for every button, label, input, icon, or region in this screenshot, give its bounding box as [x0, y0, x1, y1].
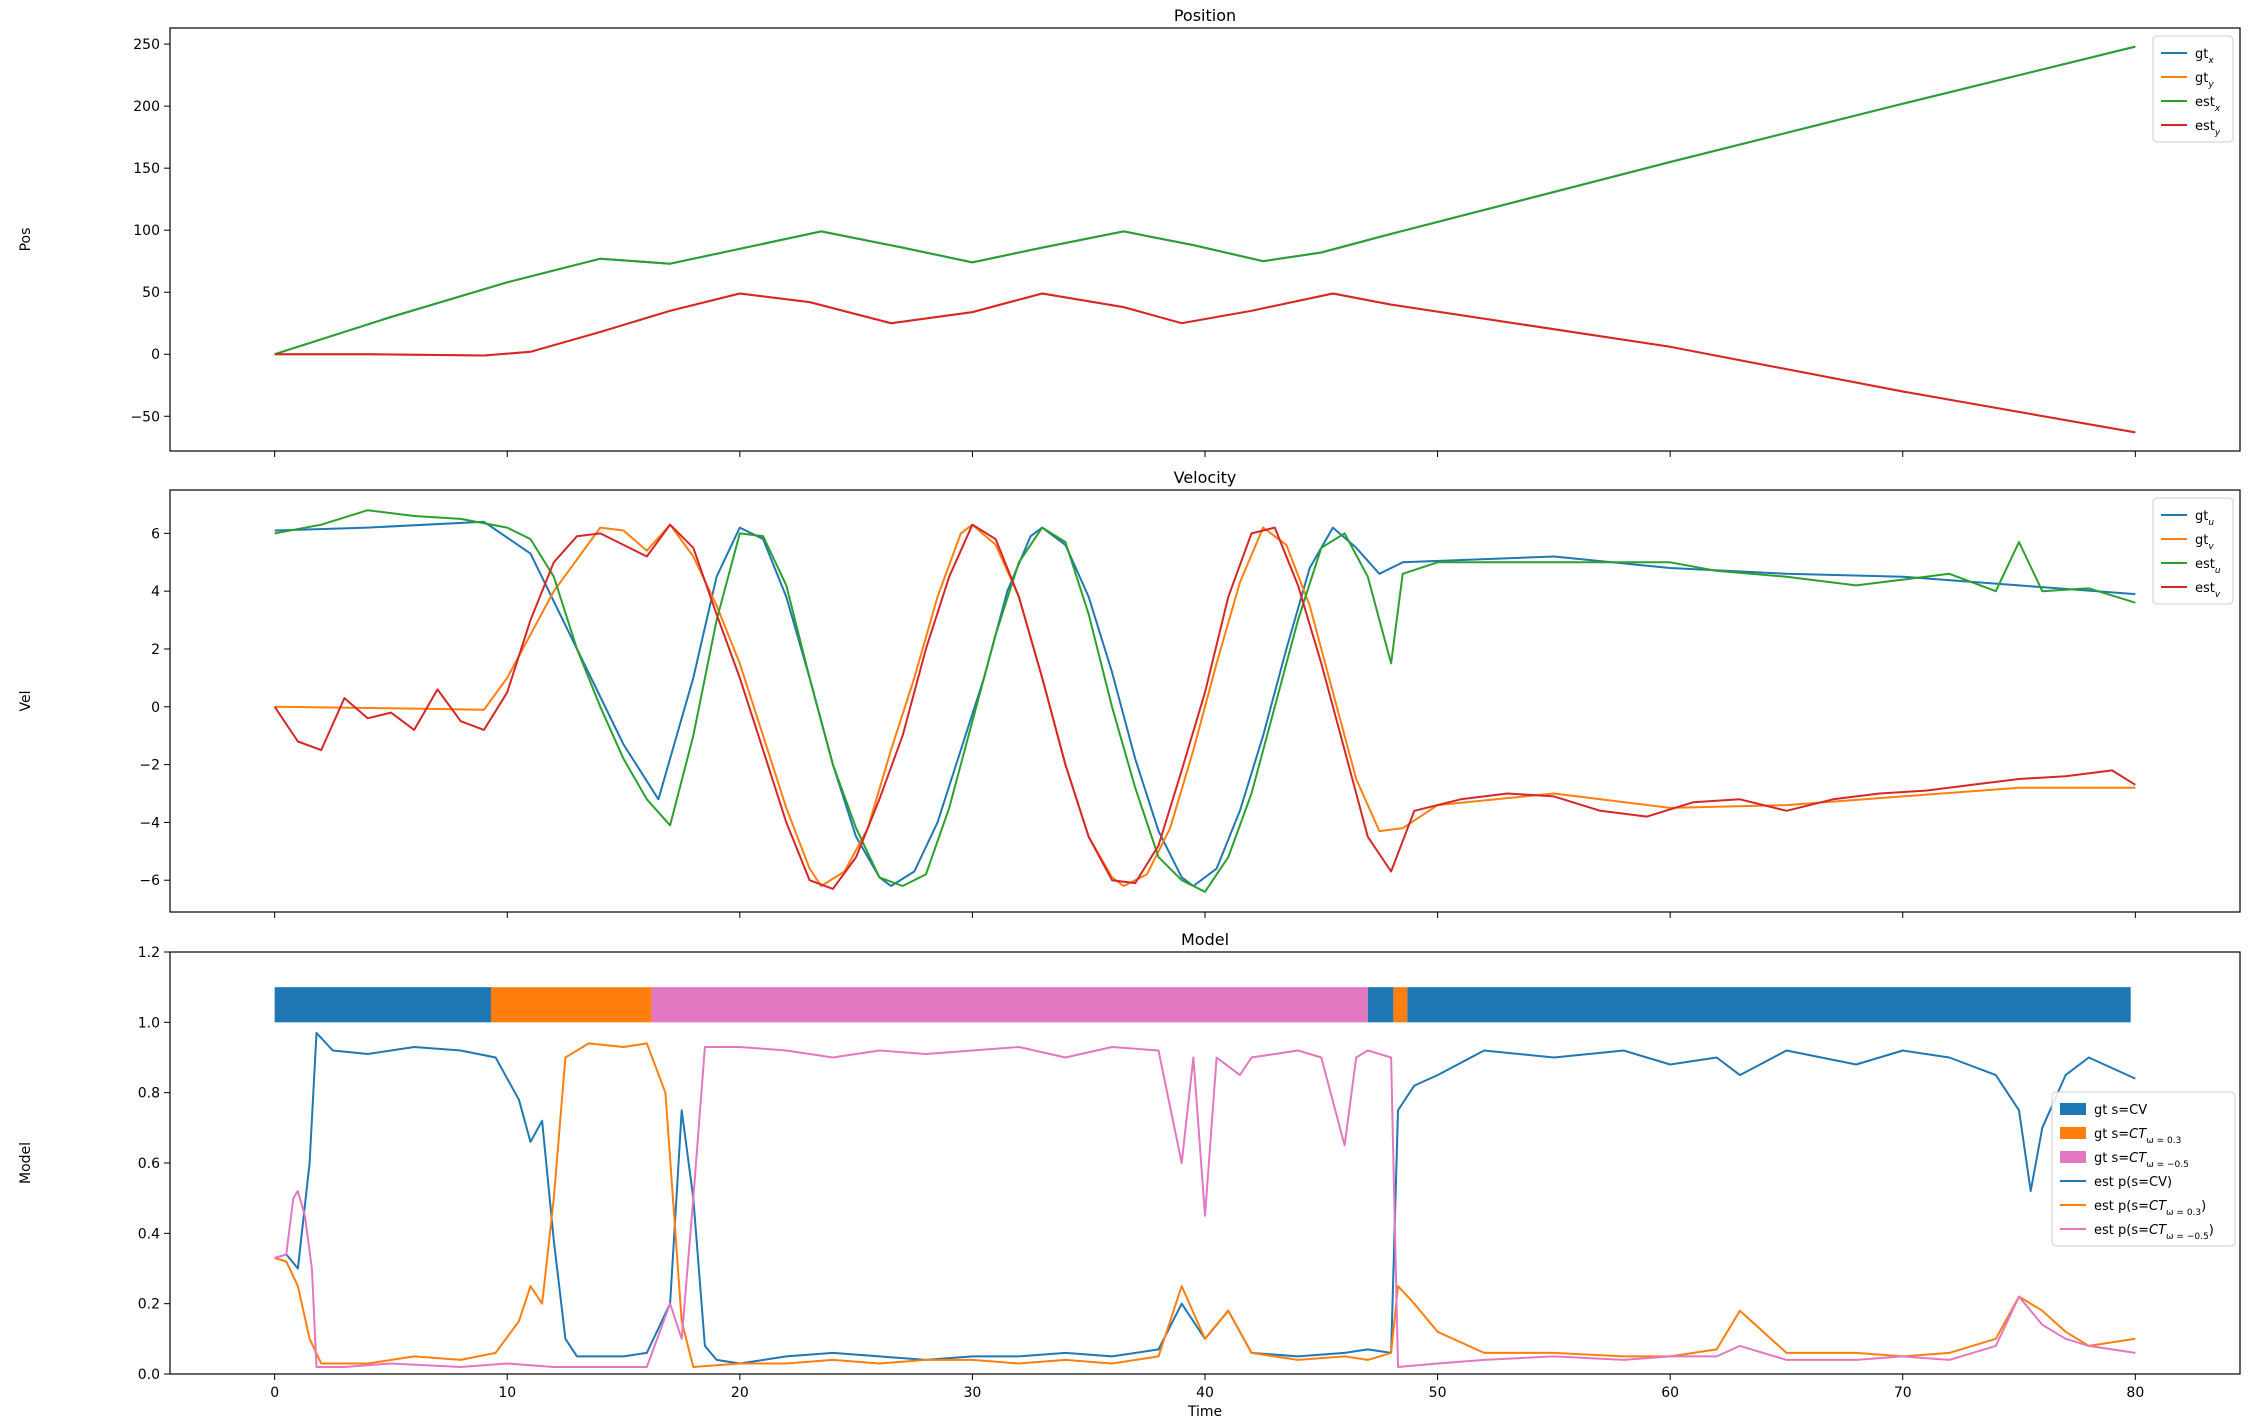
y-tick-label: 6	[151, 526, 160, 542]
legend-label-3: estv	[2195, 581, 2221, 600]
legend-label-0: gtu	[2195, 509, 2214, 528]
series-line-2	[274, 45, 2136, 356]
x-tick-label: 10	[498, 1385, 516, 1401]
legend-label-0: gt s=CV	[2094, 1103, 2147, 1118]
y-tick-label: 1.0	[138, 1015, 160, 1031]
legend-patch-1	[2060, 1127, 2086, 1139]
gt-bar-segment-1	[490, 987, 652, 1023]
axes-frame	[169, 27, 2241, 452]
legend-label-2: gt s=CTω = −0.5	[2094, 1151, 2189, 1170]
axes-frame	[169, 489, 2241, 913]
y-tick-label: −4	[139, 815, 160, 831]
gt-bar-segment-4	[1393, 987, 1408, 1023]
y-tick-label: 50	[142, 285, 160, 301]
axes-velocity: −6 −4 −2 0 2 4 6 Velocity Vel gtu gtv estu estv	[18, 468, 2241, 918]
gt-bar-segment-0	[274, 987, 491, 1023]
legend-frame	[2152, 35, 2234, 143]
x-tick-label: 50	[1429, 1385, 1447, 1401]
series-line-1	[274, 292, 2136, 434]
y-tick-label: 0.2	[138, 1297, 160, 1313]
y-axis-label: Vel	[18, 691, 34, 712]
legend-label-4: est p(s=CTω = 0.3)	[2094, 1199, 2206, 1218]
y-tick-label: 4	[151, 584, 160, 600]
legend-label-0: gtx	[2195, 47, 2214, 66]
legend-label-3: esty	[2195, 119, 2221, 138]
legend-label-1: gtv	[2195, 533, 2214, 552]
legend: gtu gtv estu estv	[2152, 497, 2234, 605]
legend-frame	[2051, 1091, 2236, 1247]
y-axis-label: Pos	[18, 228, 34, 252]
legend-label-3: est p(s=CV)	[2094, 1175, 2172, 1190]
legend: gt s=CV gt s=CTω = 0.3 gt s=CTω = −0.5 est …	[2051, 1091, 2236, 1247]
y-tick-label: −6	[139, 873, 160, 889]
x-tick-label: 0	[270, 1385, 279, 1401]
y-tick-label: 0	[151, 700, 160, 716]
axes-position: −50 0 50 100 150 200 250 Position Pos gtx gty estx e…	[18, 6, 2241, 457]
legend: gtx gty estx esty	[2152, 35, 2234, 143]
x-axis-label: Time	[1187, 1404, 1222, 1416]
gt-bar-segment-5	[1407, 987, 2131, 1023]
axes-title: Position	[1174, 6, 1236, 25]
plot-area	[274, 45, 2136, 434]
gt-bar-segment-3	[1367, 987, 1394, 1023]
y-tick-label: 0.6	[138, 1156, 160, 1172]
gt-bar-segment-2	[651, 987, 1368, 1023]
series-line-3	[274, 292, 2136, 434]
y-tick-label: 0.8	[138, 1086, 160, 1102]
y-tick-label: 0.0	[138, 1367, 160, 1383]
y-tick-label: 250	[133, 37, 160, 53]
axes-model: 0 10 20 30 40 50 60 70 80 0.0 0.2 0.4 0.6 0.8 1.0 1.2 Mo…	[18, 930, 2241, 1416]
legend-label-1: gt s=CTω = 0.3	[2094, 1127, 2181, 1146]
y-axis-label: Model	[18, 1142, 34, 1184]
series-line-0	[274, 45, 2136, 356]
legend-label-1: gty	[2195, 71, 2214, 90]
y-tick-label: 100	[133, 223, 160, 239]
legend-patch-0	[2060, 1103, 2086, 1115]
legend-label-2: estx	[2195, 95, 2221, 114]
y-tick-label: −2	[139, 758, 160, 774]
x-tick-label: 70	[1894, 1385, 1912, 1401]
y-tick-label: 1.2	[138, 945, 160, 961]
legend-label-5: est p(s=CTω = −0.5)	[2094, 1223, 2214, 1242]
y-tick-label: −50	[130, 409, 160, 425]
legend-frame	[2152, 497, 2234, 605]
series-line-3	[273, 523, 2136, 890]
series-line-0	[274, 520, 2136, 887]
axes-title: Model	[1181, 930, 1229, 949]
y-tick-label: 0	[151, 347, 160, 363]
x-tick-label: 40	[1196, 1385, 1214, 1401]
plot-area	[273, 509, 2136, 893]
plot-area	[274, 987, 2136, 1368]
y-tick-label: 200	[133, 99, 160, 115]
series-line-1	[274, 1042, 2136, 1368]
x-tick-label: 30	[964, 1385, 982, 1401]
y-tick-label: 0.4	[138, 1226, 160, 1242]
legend-patch-2	[2060, 1151, 2086, 1163]
series-line-0	[274, 1031, 2136, 1365]
axes-title: Velocity	[1174, 468, 1237, 487]
legend-label-2: estu	[2195, 557, 2221, 576]
x-tick-label: 20	[731, 1385, 749, 1401]
y-tick-label: 150	[133, 161, 160, 177]
series-line-2	[274, 509, 2136, 893]
y-tick-label: 2	[151, 642, 160, 658]
x-tick-label: 60	[1661, 1385, 1679, 1401]
series-line-2	[274, 1046, 2136, 1368]
x-tick-label: 80	[2126, 1385, 2144, 1401]
